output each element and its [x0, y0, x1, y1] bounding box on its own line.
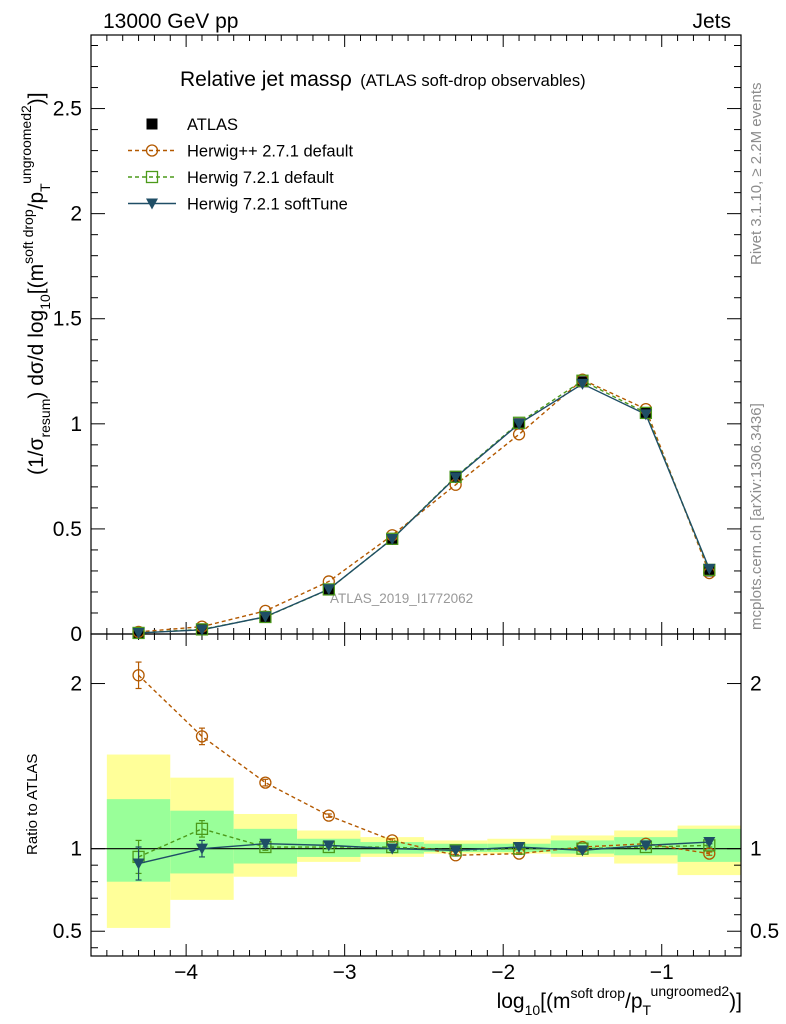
- ylabel-sub-10: 10: [37, 294, 53, 310]
- ratio-y-tick-label-right: 1: [750, 838, 762, 861]
- chart-title-main: Relative jet massρ: [180, 68, 352, 91]
- ylabel-mid: ) dσ/d log: [25, 310, 48, 399]
- ratio-point: [322, 840, 335, 852]
- ratio-point: [132, 858, 145, 870]
- ratio-series-line: [138, 841, 710, 865]
- axis-ticks: [91, 35, 742, 956]
- series-line: [138, 383, 710, 634]
- data-point: [703, 563, 716, 575]
- xlabel-sub-t: T: [643, 1002, 652, 1018]
- series-line: [138, 378, 710, 633]
- analysis-watermark: ATLAS_2019_I1772062: [330, 591, 473, 606]
- ylabel-sup-softdrop: soft drop: [20, 209, 36, 264]
- x-tick-label: −2: [491, 961, 515, 984]
- ratio-y-tick-label-right: 0.5: [750, 920, 779, 943]
- y-tick-label: 1: [70, 413, 82, 436]
- legend-marker: [145, 144, 159, 157]
- y-tick-label: 1.5: [53, 308, 82, 331]
- data-point: [513, 418, 526, 430]
- legend-label: Herwig 7.2.1 default: [187, 169, 334, 187]
- ratio-point: [639, 840, 652, 852]
- ratio-y-tick-label: 1: [70, 838, 82, 861]
- x-tick-label: −3: [333, 961, 357, 984]
- ratio-series-line: [138, 674, 710, 856]
- xlabel-sub-10: 10: [525, 1002, 541, 1018]
- data-point: [132, 627, 145, 639]
- ratio-point: [322, 809, 335, 822]
- ylabel-slash-p: /p: [25, 192, 48, 210]
- ratio-point: [576, 845, 589, 857]
- ratio-point: [259, 838, 272, 850]
- ratio-point: [386, 843, 399, 855]
- xlabel-sup-softdrop: soft drop: [571, 985, 626, 1001]
- ylabel-close: )]: [25, 92, 48, 105]
- ratio-point: [449, 845, 462, 857]
- mcplots-side-text: mcplots.cern.ch [arXiv:1306.3436]: [748, 403, 765, 630]
- data-point: [576, 378, 589, 390]
- legend-label: Herwig 7.2.1 softTune: [187, 196, 348, 214]
- y-tick-labels: 0 0.5 1 1.5 2 2.5 0.5 0.5 1 1 2 2: [53, 98, 779, 944]
- header-right: Jets: [692, 10, 731, 33]
- ratio-y-tick-label: 2: [70, 673, 82, 696]
- data-point: [322, 584, 335, 596]
- ylabel-sup-ungroomed: ungroomed: [18, 113, 34, 184]
- ratio-point: [195, 730, 209, 743]
- y-tick-label: 0: [70, 623, 82, 646]
- chart-title: Relative jet massρ (ATLAS soft-drop obse…: [180, 68, 586, 91]
- ratio-y-tick-label: 0.5: [53, 920, 82, 943]
- ylabel-sub-resum: resum: [37, 399, 53, 438]
- xlabel-m-open: [(m: [540, 990, 570, 1013]
- ratio-point: [132, 669, 145, 682]
- legend: ATLAS Herwig++ 2.7.1 default Herwig 7.2.1 …: [128, 116, 353, 214]
- ylabel-m-open: [(m: [25, 264, 48, 294]
- ratio-plot-marks: [132, 661, 716, 881]
- y-tick-label: 2: [70, 203, 82, 226]
- ratio-point: [195, 822, 209, 836]
- x-tick-label: −1: [650, 961, 674, 984]
- data-point: [259, 611, 272, 623]
- data-point: [512, 428, 526, 441]
- header-left: 13000 GeV pp: [103, 10, 238, 33]
- ratio-point: [513, 842, 526, 854]
- x-tick-label: −4: [174, 961, 198, 984]
- ylabel-close-sup: 2: [18, 105, 34, 113]
- data-point: [195, 624, 208, 636]
- ratio-y-tick-label-right: 2: [750, 673, 762, 696]
- legend-marker: [146, 118, 158, 130]
- data-point: [449, 472, 462, 484]
- xlabel-sq: 2: [721, 983, 729, 999]
- legend-label: Herwig++ 2.7.1 default: [187, 143, 353, 161]
- ratio-point: [703, 837, 716, 849]
- chart-subtitle: (ATLAS soft-drop observables): [360, 72, 585, 90]
- x-tick-labels: −4 −3 −2 −1: [174, 961, 674, 984]
- main-y-axis-label: (1/σresum) dσ/d log10[(msoft drop/pTungr…: [18, 92, 53, 475]
- y-tick-label: 2.5: [53, 98, 82, 121]
- ratio-point: [195, 843, 208, 855]
- xlabel-log: log: [497, 990, 525, 1013]
- data-point: [386, 534, 399, 546]
- ratio-point: [703, 847, 716, 860]
- ratio-point: [259, 776, 272, 789]
- y-tick-label: 0.5: [53, 518, 82, 541]
- main-plot-marks: [132, 373, 716, 640]
- x-axis-label: log10[(msoft drop/pTungroomed2)]: [497, 983, 742, 1018]
- legend-label: ATLAS: [187, 116, 238, 134]
- xlabel-sup-ungroomed: ungroomed: [651, 983, 722, 999]
- data-point: [639, 409, 652, 421]
- ylabel-sub-t: T: [37, 183, 53, 192]
- ratio-y-axis-label: Ratio to ATLAS: [24, 754, 41, 855]
- legend-marker: [145, 170, 159, 184]
- legend-marker: [146, 198, 158, 210]
- ylabel-open: (1/σ: [25, 437, 48, 475]
- xlabel-slash-p: /p: [625, 990, 643, 1013]
- ratio-plot-frame: [90, 633, 742, 957]
- rivet-side-text: Rivet 3.1.10, ≥ 2.2M events: [748, 83, 765, 266]
- xlabel-close: )]: [729, 990, 742, 1013]
